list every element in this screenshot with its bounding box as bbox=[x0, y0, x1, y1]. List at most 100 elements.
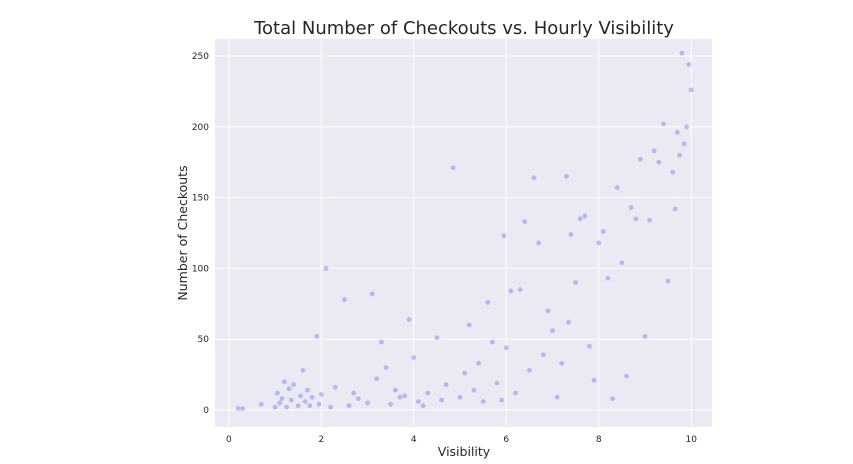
scatter-point bbox=[342, 297, 347, 302]
scatter-point bbox=[309, 394, 315, 400]
scatter-point bbox=[536, 240, 542, 246]
scatter-point bbox=[554, 394, 560, 400]
scatter-point bbox=[674, 130, 680, 135]
scatter-point bbox=[457, 394, 463, 400]
scatter-point bbox=[681, 141, 687, 147]
scatter-point bbox=[647, 217, 652, 223]
scatter-point bbox=[670, 169, 676, 175]
scatter-point bbox=[383, 365, 389, 370]
scatter-point bbox=[281, 379, 287, 385]
scatter-point bbox=[406, 316, 412, 322]
scatter-point bbox=[466, 322, 472, 328]
scatter-point bbox=[258, 401, 264, 407]
scatter-point bbox=[499, 397, 505, 403]
scatter-point bbox=[526, 367, 532, 373]
scatter-point bbox=[318, 392, 324, 397]
scatter-point bbox=[566, 319, 572, 325]
scatter-point bbox=[397, 394, 403, 400]
scatter-point bbox=[522, 219, 528, 225]
scatter-point bbox=[559, 360, 565, 366]
y-tick-label: 250 bbox=[192, 52, 209, 62]
x-tick-label: 8 bbox=[596, 435, 602, 445]
scatter-point bbox=[240, 406, 246, 411]
scatter-point bbox=[355, 396, 361, 402]
scatter-point bbox=[420, 403, 426, 409]
scatter-point bbox=[651, 148, 657, 154]
scatter-point bbox=[501, 233, 507, 239]
scatter-point bbox=[434, 335, 440, 341]
y-tick-label: 0 bbox=[203, 406, 209, 416]
scatter-point bbox=[286, 386, 292, 392]
scatter-point bbox=[684, 124, 689, 130]
x-axis-label: Visibility bbox=[438, 444, 491, 459]
scatter-point bbox=[485, 299, 491, 305]
scatter-point bbox=[443, 382, 449, 387]
scatter-point bbox=[591, 377, 597, 383]
scatter-point bbox=[277, 400, 283, 406]
x-tick-label: 6 bbox=[503, 435, 509, 445]
x-tick-label: 2 bbox=[318, 435, 324, 445]
scatter-point bbox=[665, 278, 671, 284]
scatter-point bbox=[480, 399, 486, 404]
scatter-point bbox=[508, 288, 514, 294]
scatter-point bbox=[450, 165, 456, 171]
y-tick-label: 100 bbox=[192, 264, 209, 274]
plot-area bbox=[215, 39, 712, 427]
scatter-point bbox=[568, 232, 574, 237]
scatter-point bbox=[476, 360, 481, 366]
scatter-point bbox=[411, 355, 417, 361]
scatter-point bbox=[369, 291, 375, 297]
scatter-point bbox=[614, 185, 620, 191]
scatter-point bbox=[351, 390, 357, 396]
scatter-point bbox=[677, 152, 683, 158]
scatter-point bbox=[300, 367, 306, 373]
scatter-point bbox=[563, 173, 569, 179]
data-points bbox=[235, 50, 694, 411]
scatter-point bbox=[605, 275, 611, 281]
scatter-point bbox=[531, 175, 537, 181]
scatter-point bbox=[392, 387, 398, 393]
scatter-point bbox=[298, 393, 303, 399]
scatter-point bbox=[661, 121, 666, 127]
scatter-point bbox=[284, 404, 290, 410]
scatter-point bbox=[328, 404, 333, 410]
scatter-point bbox=[656, 159, 662, 165]
gridlines bbox=[215, 39, 712, 427]
scatter-point bbox=[332, 384, 338, 390]
scatter-point bbox=[610, 396, 615, 402]
y-tick-labels: 0 50 100 150 200 250 bbox=[192, 52, 209, 416]
y-tick-label: 50 bbox=[198, 335, 210, 345]
scatter-point bbox=[235, 406, 241, 411]
scatter-point bbox=[374, 376, 380, 382]
scatter-point bbox=[314, 333, 320, 339]
scatter-point bbox=[295, 403, 301, 409]
scatter-point bbox=[582, 213, 588, 219]
scatter-point bbox=[624, 373, 629, 379]
scatter-point bbox=[471, 387, 477, 393]
x-tick-label: 0 bbox=[226, 435, 232, 445]
y-tick-label: 150 bbox=[192, 194, 209, 204]
chart-title: Total Number of Checkouts vs. Hourly Vis… bbox=[253, 18, 674, 39]
scatter-point bbox=[672, 206, 678, 212]
scatter-point bbox=[679, 50, 685, 56]
scatter-point bbox=[637, 156, 643, 162]
scatter-point bbox=[416, 399, 421, 404]
scatter-point bbox=[379, 339, 384, 345]
scatter-point bbox=[596, 240, 602, 246]
scatter-point bbox=[628, 205, 634, 210]
scatter-point bbox=[517, 287, 523, 293]
scatter-point bbox=[587, 343, 592, 349]
scatter-point bbox=[540, 352, 546, 358]
scatter-point bbox=[686, 62, 692, 67]
scatter-point bbox=[346, 403, 352, 409]
scatter-point bbox=[600, 229, 606, 234]
scatter-point bbox=[402, 393, 407, 399]
x-tick-label: 10 bbox=[685, 435, 697, 445]
scatter-point bbox=[462, 370, 468, 376]
scatter-point bbox=[545, 308, 551, 314]
scatter-point bbox=[550, 328, 555, 334]
scatter-point bbox=[494, 380, 500, 386]
scatter-point bbox=[307, 403, 313, 409]
scatter-point bbox=[288, 397, 294, 403]
